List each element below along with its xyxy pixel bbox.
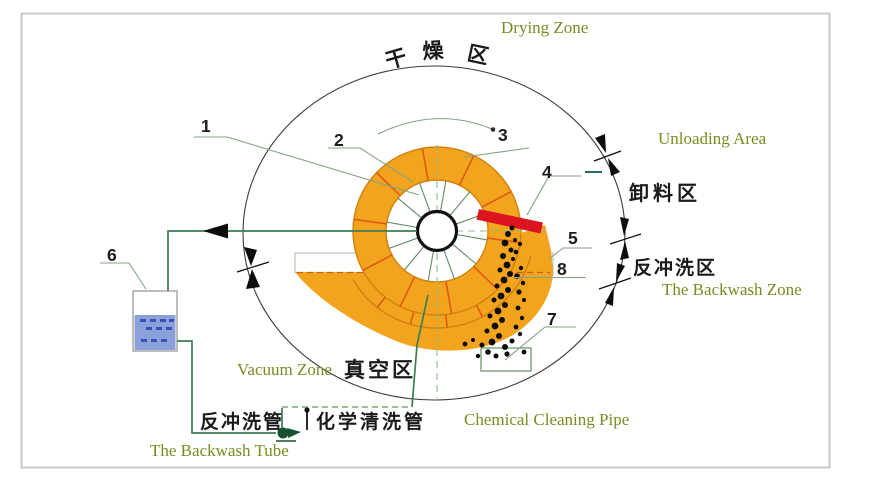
label-backwash-tube-zh: 反冲洗管 xyxy=(200,410,284,433)
backwash-tube-pipe xyxy=(177,340,276,434)
callout-5: 5 xyxy=(568,228,578,248)
chemical-cleaning-pipe xyxy=(281,294,429,430)
label-chemical-pipe-en: Chemical Cleaning Pipe xyxy=(464,410,629,429)
filtrate-pipe xyxy=(167,223,417,291)
scraper-blade xyxy=(476,209,543,234)
label-drying-zone-zh-2: 燥 xyxy=(422,38,445,63)
label-backwash-tube-en: The Backwash Tube xyxy=(150,441,289,460)
label-backwash-zone-zh: 反冲洗区 xyxy=(633,256,717,279)
callout-3-curved-leader xyxy=(377,118,496,135)
callout-leaders xyxy=(100,136,602,361)
callout-2: 2 xyxy=(334,130,344,150)
callout-3: 3 xyxy=(498,125,508,145)
solids-particles xyxy=(462,225,527,359)
label-chemical-pipe-zh: 化学清洗管 xyxy=(316,410,426,433)
drum-shell-outline xyxy=(242,65,626,401)
callout-8: 8 xyxy=(557,259,567,279)
label-drying-zone-zh-3: 区 xyxy=(465,41,491,69)
zone-labels: Drying Zone 干 燥 区 Unloading Area 卸料区 反冲洗… xyxy=(237,18,802,382)
valve-marker xyxy=(304,407,310,430)
label-backwash-zone-en: The Backwash Zone xyxy=(662,280,802,299)
label-vacuum-zone-en: Vacuum Zone xyxy=(237,360,332,379)
callout-1: 1 xyxy=(201,116,211,136)
hub-spokes xyxy=(386,180,488,282)
callout-4: 4 xyxy=(542,162,552,182)
drum-hub xyxy=(415,209,459,253)
label-unloading-area-en: Unloading Area xyxy=(658,129,767,148)
label-vacuum-zone-zh: 真空区 xyxy=(344,358,416,382)
filtrate-container xyxy=(132,290,178,352)
callout-7: 7 xyxy=(547,309,557,329)
liquid-texture xyxy=(140,319,174,342)
callout-numbers: 1 2 3 4 5 6 7 8 xyxy=(107,116,578,329)
label-unloading-area-zh: 卸料区 xyxy=(629,181,701,205)
pipe-labels: 反冲洗管 化学清洗管 The Backwash Tube Chemical Cl… xyxy=(150,410,629,460)
flow-arrow-left xyxy=(203,223,228,239)
callout-6: 6 xyxy=(107,245,117,265)
label-drying-zone-en: Drying Zone xyxy=(501,18,588,37)
pump-icon xyxy=(276,427,301,442)
zone-boundary-markers xyxy=(236,134,642,306)
